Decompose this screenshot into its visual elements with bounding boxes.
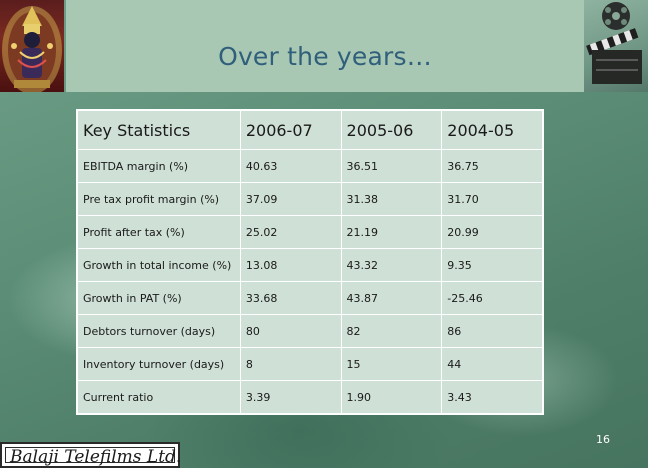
table-cell: 3.43 <box>441 380 544 415</box>
table-cell: 13.08 <box>239 248 342 282</box>
table-row: Pre tax profit margin (%) 37.09 31.38 31… <box>76 182 544 216</box>
row-label: Growth in total income (%) <box>76 248 241 282</box>
company-logo: Balaji Telefilms Ltd. <box>0 442 181 468</box>
row-label: Pre tax profit margin (%) <box>76 182 241 216</box>
table-cell: 15 <box>340 347 443 381</box>
table-cell: 86 <box>441 314 544 348</box>
row-label: Current ratio <box>76 380 241 415</box>
table-row: Debtors turnover (days) 80 82 86 <box>76 314 544 348</box>
table-cell: 9.35 <box>441 248 544 282</box>
table-row: Profit after tax (%) 25.02 21.19 20.99 <box>76 215 544 249</box>
row-label: Inventory turnover (days) <box>76 347 241 381</box>
column-header: 2005-06 <box>340 109 443 150</box>
table-cell: 43.87 <box>340 281 443 315</box>
table-cell: 1.90 <box>340 380 443 415</box>
column-header: Key Statistics <box>76 109 241 150</box>
table-row: Growth in PAT (%) 33.68 43.87 -25.46 <box>76 281 544 315</box>
film-clapper-image <box>584 0 648 92</box>
company-logo-text: Balaji Telefilms Ltd. <box>5 447 181 466</box>
table-cell: 33.68 <box>239 281 342 315</box>
table-cell: 31.70 <box>441 182 544 216</box>
key-statistics-table: Key Statistics 2006-07 2005-06 2004-05 E… <box>76 109 544 415</box>
table-cell: 36.51 <box>340 149 443 183</box>
table-header-row: Key Statistics 2006-07 2005-06 2004-05 <box>76 109 544 150</box>
table-cell: 36.75 <box>441 149 544 183</box>
table-row: Current ratio 3.39 1.90 3.43 <box>76 380 544 415</box>
table-cell: -25.46 <box>441 281 544 315</box>
table-cell: 43.32 <box>340 248 443 282</box>
deity-image <box>0 0 64 92</box>
table-cell: 25.02 <box>239 215 342 249</box>
header-band <box>66 0 584 92</box>
table-cell: 44 <box>441 347 544 381</box>
column-header: 2004-05 <box>441 109 544 150</box>
table-cell: 82 <box>340 314 443 348</box>
table-row: Inventory turnover (days) 8 15 44 <box>76 347 544 381</box>
row-label: EBITDA margin (%) <box>76 149 241 183</box>
table-cell: 40.63 <box>239 149 342 183</box>
table-cell: 80 <box>239 314 342 348</box>
table-row: EBITDA margin (%) 40.63 36.51 36.75 <box>76 149 544 183</box>
table-cell: 8 <box>239 347 342 381</box>
row-label: Debtors turnover (days) <box>76 314 241 348</box>
slide-title: Over the years… <box>218 42 432 71</box>
column-header: 2006-07 <box>239 109 342 150</box>
table-cell: 31.38 <box>340 182 443 216</box>
table-cell: 3.39 <box>239 380 342 415</box>
row-label: Growth in PAT (%) <box>76 281 241 315</box>
table-cell: 21.19 <box>340 215 443 249</box>
row-label: Profit after tax (%) <box>76 215 241 249</box>
table-cell: 20.99 <box>441 215 544 249</box>
page-number: 16 <box>596 433 610 446</box>
table-row: Growth in total income (%) 13.08 43.32 9… <box>76 248 544 282</box>
deity-illustration <box>2 6 62 92</box>
film-reel-illustration <box>586 2 642 84</box>
table-cell: 37.09 <box>239 182 342 216</box>
